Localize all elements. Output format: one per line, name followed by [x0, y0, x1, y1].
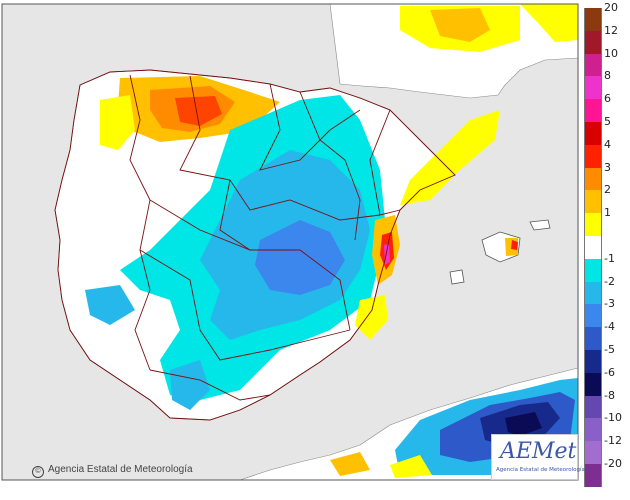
legend-row: -3 [584, 298, 624, 328]
legend-swatch [584, 235, 602, 259]
legend-tick-label: 3 [604, 160, 611, 174]
legend-tick-label: -8 [604, 388, 615, 402]
legend-tick-label: 4 [604, 137, 611, 151]
legend-swatch [584, 349, 602, 373]
legend-swatch [584, 327, 602, 350]
legend-swatch [584, 144, 602, 168]
legend-tick-label: 8 [604, 69, 611, 83]
legend-tick-label: -20 [604, 456, 622, 470]
region-borders [54, 69, 456, 421]
legend-tick-label: 5 [604, 114, 611, 128]
legend-row: 3 [584, 161, 624, 191]
legend-row: -8 [584, 389, 624, 419]
legend-row: 10 [584, 47, 624, 77]
legend-row: -1 [584, 252, 624, 282]
legend-tick-label: -5 [604, 342, 615, 356]
menorca-island [529, 219, 551, 231]
map-frame [1, 3, 579, 481]
legend-row: 5 [584, 115, 624, 145]
legend-swatch [584, 53, 602, 77]
legend-swatch [584, 167, 602, 191]
legend-row: 1 [584, 207, 624, 236]
legend-swatch [584, 418, 602, 442]
aemet-logo: AEMet Agencia Estatal de Meteorología [491, 434, 585, 480]
legend-tick-label: -10 [604, 411, 622, 425]
legend-swatch [584, 281, 602, 305]
legend-tick-label: 2 [604, 183, 611, 197]
color-legend: 20 12 10 8 6 5 4 3 2 1 -1 -2 -3 -4 -5 -6 -8 -10 -12 -20 [584, 2, 624, 487]
legend-row: -10 [584, 412, 624, 442]
legend-row: -4 [584, 321, 624, 350]
ibiza-island [449, 269, 465, 285]
legend-row: 6 [584, 93, 624, 122]
logo-name: AEMet [500, 439, 577, 464]
legend-swatch [584, 258, 602, 282]
legend-row: 12 [584, 24, 624, 54]
legend-tick-label: 20 [604, 1, 618, 14]
legend-tick-label: -12 [604, 434, 622, 448]
legend-swatch [584, 372, 602, 396]
legend-swatch [584, 99, 602, 122]
legend-tick-label: -3 [604, 297, 615, 311]
legend-swatch [584, 463, 602, 487]
legend-tick-label: -4 [604, 320, 615, 334]
legend-row [584, 235, 624, 259]
legend-swatch [584, 30, 602, 54]
copyright-note: © Agencia Estatal de Meteorología [32, 464, 193, 478]
legend-swatch [584, 121, 602, 145]
legend-row: -5 [584, 343, 624, 373]
legend-tick-label: -2 [604, 274, 615, 288]
legend-row: -12 [584, 435, 624, 464]
legend-swatch [584, 304, 602, 328]
legend-row: 2 [584, 184, 624, 214]
legend-row: -2 [584, 275, 624, 305]
legend-swatch [584, 190, 602, 214]
legend-row: 4 [584, 138, 624, 168]
legend-tick-label: 6 [604, 92, 611, 106]
legend-row: -20 [584, 457, 624, 487]
legend-swatch [584, 441, 602, 464]
legend-swatch [584, 76, 602, 100]
legend-tick-label: 10 [604, 46, 618, 60]
anomaly-overlays [85, 4, 578, 478]
legend-tick-label: 1 [604, 206, 611, 220]
legend-tick-label: 12 [604, 23, 618, 37]
logo-tagline: Agencia Estatal de Meteorología [496, 467, 585, 473]
legend-row: 20 [584, 2, 624, 31]
legend-tick-label: -1 [604, 251, 615, 265]
copyright-text: Agencia Estatal de Meteorología [48, 464, 193, 475]
legend-swatch [584, 213, 602, 236]
legend-swatch [584, 395, 602, 419]
legend-row: 8 [584, 70, 624, 100]
legend-swatch [584, 8, 602, 31]
copyright-icon: © [32, 466, 44, 478]
legend-row: -6 [584, 366, 624, 396]
legend-tick-label: -6 [604, 365, 615, 379]
